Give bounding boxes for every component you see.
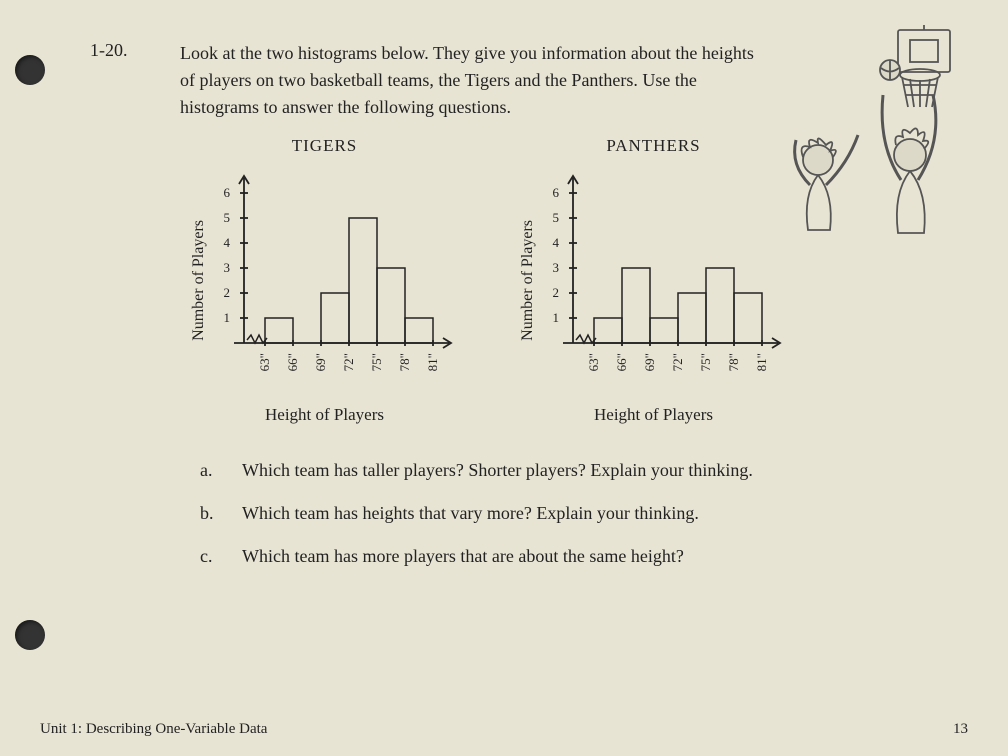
svg-text:3: 3 (553, 260, 560, 275)
question-a: a. Which team has taller players? Shorte… (200, 460, 948, 481)
svg-text:66": 66" (285, 353, 300, 371)
svg-text:66": 66" (614, 353, 629, 371)
svg-text:69": 69" (642, 353, 657, 371)
x-axis-label-tigers: Height of Players (265, 405, 384, 425)
problem-number: 1-20. (90, 40, 150, 121)
svg-text:6: 6 (553, 185, 560, 200)
question-letter: b. (200, 503, 220, 524)
chart-title-tigers: TIGERS (292, 136, 358, 156)
svg-text:63": 63" (257, 353, 272, 371)
svg-text:81": 81" (425, 353, 440, 371)
svg-text:3: 3 (224, 260, 231, 275)
svg-text:78": 78" (397, 353, 412, 371)
svg-text:1: 1 (224, 310, 231, 325)
svg-text:78": 78" (726, 353, 741, 371)
svg-text:5: 5 (224, 210, 231, 225)
questions-list: a. Which team has taller players? Shorte… (200, 460, 948, 567)
x-axis-label-panthers: Height of Players (594, 405, 713, 425)
svg-text:75": 75" (369, 353, 384, 371)
chart-tigers: TIGERS Number of Players 1 2 3 (190, 136, 459, 425)
question-letter: a. (200, 460, 220, 481)
svg-text:1: 1 (553, 310, 560, 325)
x-ticks: 63" 66" 69" 72" 75" 78" 81" (257, 340, 440, 371)
chart-panthers: PANTHERS Number of Players 1 2 3 4 5 6 (519, 136, 788, 425)
svg-text:2: 2 (553, 285, 560, 300)
question-letter: c. (200, 546, 220, 567)
page: 1-20. Look at the two histograms below. … (0, 0, 1008, 756)
page-number: 13 (953, 721, 968, 738)
problem-text: Look at the two histograms below. They g… (180, 40, 770, 121)
svg-text:63": 63" (586, 353, 601, 371)
svg-text:5: 5 (553, 210, 560, 225)
question-b: b. Which team has heights that vary more… (200, 503, 948, 524)
question-text: Which team has taller players? Shorter p… (242, 460, 753, 481)
svg-text:72": 72" (670, 353, 685, 371)
y-axis-label-tigers: Number of Players (190, 220, 208, 341)
histogram-panthers-svg: 1 2 3 4 5 6 63" 66" 69" 72" 75" 78" (543, 168, 788, 393)
svg-text:6: 6 (224, 185, 231, 200)
svg-text:72": 72" (341, 353, 356, 371)
question-text: Which team has more players that are abo… (242, 546, 684, 567)
svg-text:4: 4 (553, 235, 560, 250)
svg-text:69": 69" (313, 353, 328, 371)
svg-text:2: 2 (224, 285, 231, 300)
page-footer: Unit 1: Describing One-Variable Data 13 (40, 721, 968, 738)
svg-text:75": 75" (698, 353, 713, 371)
y-axis-label-panthers: Number of Players (519, 220, 537, 341)
svg-text:81": 81" (754, 353, 769, 371)
chart-title-panthers: PANTHERS (606, 136, 700, 156)
svg-text:4: 4 (224, 235, 231, 250)
question-text: Which team has heights that vary more? E… (242, 503, 699, 524)
question-c: c. Which team has more players that are … (200, 546, 948, 567)
footer-unit: Unit 1: Describing One-Variable Data (40, 721, 267, 738)
histogram-tigers-svg: 1 2 3 4 5 6 63" 66" 69" 72" 75" 78" (214, 168, 459, 393)
basketball-illustration (768, 25, 963, 235)
